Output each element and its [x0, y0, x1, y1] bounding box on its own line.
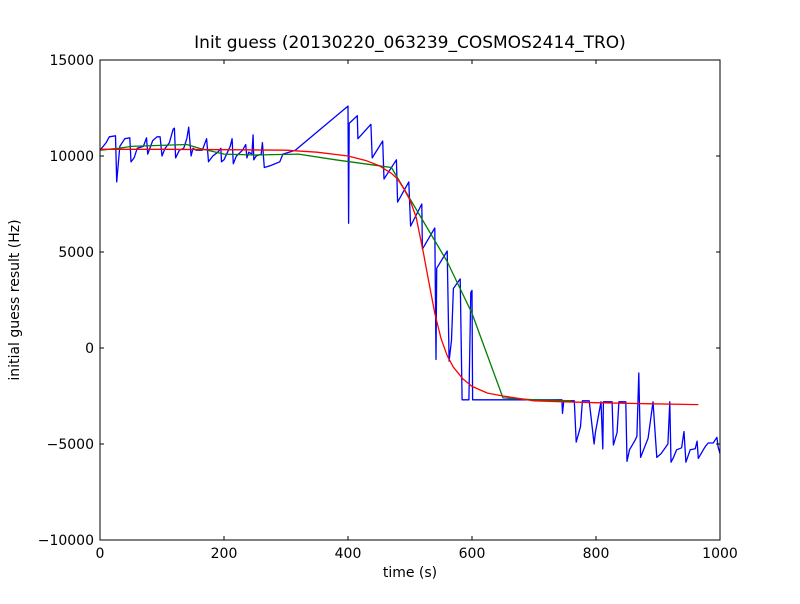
y-tick-label: 15000	[49, 53, 94, 69]
series-line-measured	[99, 105, 721, 463]
y-tick-label: 10000	[49, 149, 94, 165]
x-tick-label: 600	[459, 546, 486, 562]
series-line-fit-green	[99, 143, 572, 402]
series-line-fit-red	[100, 148, 699, 406]
x-tick-label: 1000	[702, 546, 738, 562]
y-tick-label: 0	[85, 341, 94, 357]
x-tick-label: 0	[96, 546, 105, 562]
y-axis-label: initial guess result (Hz)	[7, 219, 23, 380]
x-tick-label: 800	[583, 546, 610, 562]
y-tick-label: −5000	[47, 437, 94, 453]
chart-title: Init guess (20130220_063239_COSMOS2414_T…	[194, 33, 626, 53]
x-tick-label: 200	[211, 546, 238, 562]
plot-frame	[99, 59, 721, 541]
y-tick-label: 5000	[58, 245, 94, 261]
x-tick-label: 400	[335, 546, 362, 562]
x-axis-label: time (s)	[383, 565, 437, 581]
y-tick-label: −10000	[38, 533, 94, 549]
